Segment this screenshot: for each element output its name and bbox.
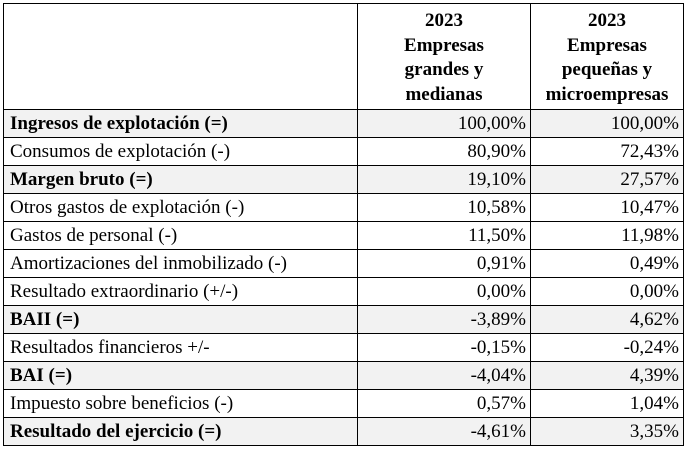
table-row: Otros gastos de explotación (-) 10,58% 10,… — [3, 193, 684, 222]
table-row: Margen bruto (=) 19,10% 27,57% — [3, 165, 684, 194]
header-line: Empresas — [567, 34, 647, 56]
row-label: BAI (=) — [3, 361, 358, 390]
table-row: Impuesto sobre beneficios (-) 0,57% 1,04% — [3, 389, 684, 418]
value-small-micro: 10,47% — [530, 193, 684, 222]
row-label: Impuesto sobre beneficios (-) — [3, 389, 358, 418]
table-row: BAII (=) -3,89% 4,62% — [3, 305, 684, 334]
row-label: Gastos de personal (-) — [3, 221, 358, 250]
value-small-micro: 1,04% — [530, 389, 684, 418]
header-corner-cell — [3, 3, 358, 110]
value-small-micro: 0,49% — [530, 249, 684, 278]
value-large-medium: -0,15% — [357, 333, 531, 362]
table-row: Resultado del ejercicio (=) -4,61% 3,35% — [3, 417, 684, 446]
table-header-row: 2023 Empresas grandes y medianas 2023 Em… — [3, 3, 684, 110]
value-small-micro: -0,24% — [530, 333, 684, 362]
header-year: 2023 — [588, 10, 626, 31]
value-small-micro: 72,43% — [530, 137, 684, 166]
table-row: Resultados financieros +/- -0,15% -0,24% — [3, 333, 684, 362]
row-label: Resultado del ejercicio (=) — [3, 417, 358, 446]
row-label: Resultados financieros +/- — [3, 333, 358, 362]
value-large-medium: 0,00% — [357, 277, 531, 306]
value-large-medium: 10,58% — [357, 193, 531, 222]
value-small-micro: 100,00% — [530, 109, 684, 138]
value-small-micro: 0,00% — [530, 277, 684, 306]
value-small-micro: 4,62% — [530, 305, 684, 334]
value-large-medium: 100,00% — [357, 109, 531, 138]
table-body: Ingresos de explotación (=) 100,00% 100,00… — [3, 109, 684, 446]
value-small-micro: 11,98% — [530, 221, 684, 250]
value-large-medium: 80,90% — [357, 137, 531, 166]
value-large-medium: 11,50% — [357, 221, 531, 250]
header-line: medianas — [405, 83, 483, 105]
table-row: Amortizaciones del inmobilizado (-) 0,91%… — [3, 249, 684, 278]
header-line: pequeñas y — [561, 59, 653, 80]
value-large-medium: -4,61% — [357, 417, 531, 446]
value-large-medium: -4,04% — [357, 361, 531, 390]
row-label: Consumos de explotación (-) — [3, 137, 358, 166]
row-label: Margen bruto (=) — [3, 165, 358, 194]
row-label: BAII (=) — [3, 305, 358, 334]
value-large-medium: 0,57% — [357, 389, 531, 418]
row-label: Resultado extraordinario (+/-) — [3, 277, 358, 306]
value-large-medium: 19,10% — [357, 165, 531, 194]
value-large-medium: 0,91% — [357, 249, 531, 278]
income-statement-table: 2023 Empresas grandes y medianas 2023 Em… — [3, 3, 684, 446]
value-small-micro: 3,35% — [530, 417, 684, 446]
row-label: Otros gastos de explotación (-) — [3, 193, 358, 222]
header-large-medium-companies: 2023 Empresas grandes y medianas — [357, 3, 531, 110]
header-line: microempresas — [545, 83, 669, 105]
table-row: Consumos de explotación (-) 80,90% 72,43% — [3, 137, 684, 166]
header-line: Empresas — [404, 34, 484, 56]
row-label: Ingresos de explotación (=) — [3, 109, 358, 138]
table-row: Ingresos de explotación (=) 100,00% 100,00… — [3, 109, 684, 138]
value-small-micro: 4,39% — [530, 361, 684, 390]
table-row: BAI (=) -4,04% 4,39% — [3, 361, 684, 390]
table-row: Gastos de personal (-) 11,50% 11,98% — [3, 221, 684, 250]
value-small-micro: 27,57% — [530, 165, 684, 194]
value-large-medium: -3,89% — [357, 305, 531, 334]
table-row: Resultado extraordinario (+/-) 0,00% 0,00% — [3, 277, 684, 306]
header-year: 2023 — [425, 10, 463, 31]
header-line: grandes y — [404, 59, 484, 80]
header-small-micro-companies: 2023 Empresas pequeñas y microempresas — [530, 3, 684, 110]
row-label: Amortizaciones del inmobilizado (-) — [3, 249, 358, 278]
